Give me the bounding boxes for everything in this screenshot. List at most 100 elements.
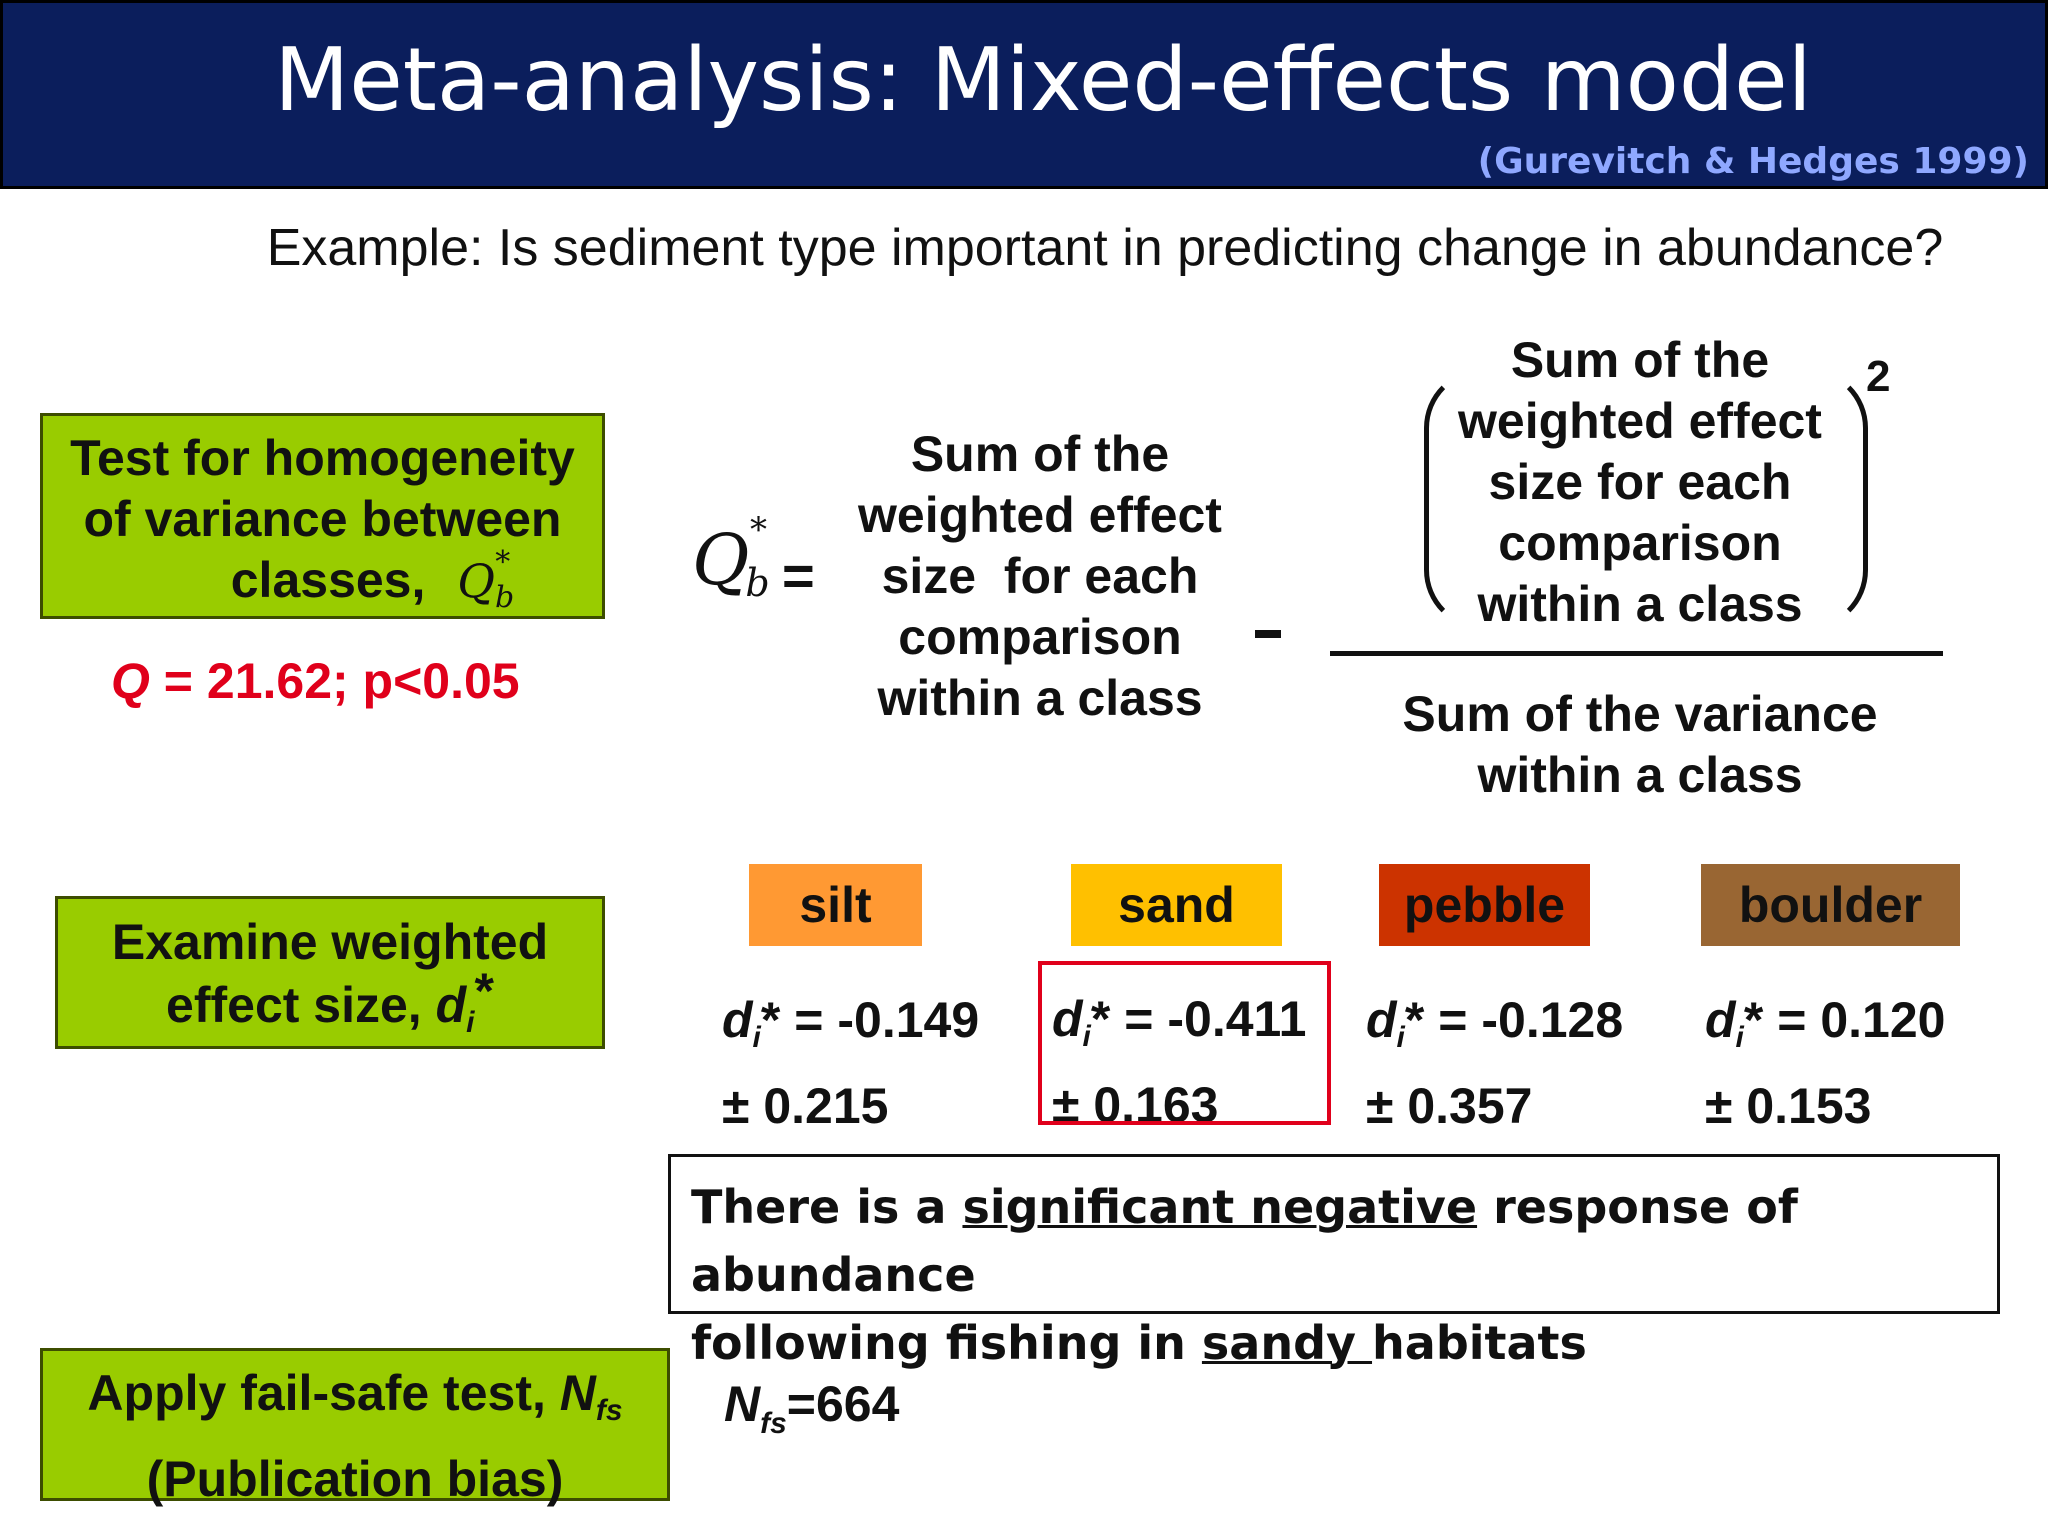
nfs-result-sub: fs	[760, 1407, 787, 1440]
fail-safe-line-1-text: Apply fail-safe test,	[87, 1365, 560, 1421]
qb-symbol-main: Q	[457, 554, 496, 608]
effect-size-box: Examine weighted effect size, di*	[55, 896, 605, 1049]
category-sand: sand	[1071, 864, 1282, 946]
q-statistic-value: = 21.62; p<0.05	[149, 653, 520, 709]
equation-lhs-main: Q	[692, 519, 750, 601]
stat-symbol-main: d	[722, 992, 753, 1048]
equation-lhs: Qb *	[692, 513, 770, 605]
stat-value: di* = -0.411	[1052, 985, 1306, 1071]
numerator-line: size for each	[1488, 454, 1792, 510]
conclusion-line-1: There is a significant negative response…	[691, 1173, 1997, 1309]
di-symbol-main: d	[435, 977, 467, 1033]
stat-symbol-main: d	[1366, 992, 1397, 1048]
conclusion-line-2: following fishing in sandy habitats	[691, 1309, 1997, 1377]
stat-symbol-sub: i	[752, 1021, 761, 1054]
stat-value-text: = -0.149	[794, 992, 980, 1048]
conclusion-box: There is a significant negative response…	[668, 1154, 2000, 1370]
stat-symbol-sup: *	[760, 992, 781, 1048]
nfs-symbol-main: N	[559, 1365, 596, 1421]
category-label: sand	[1118, 877, 1235, 933]
effect-size-line-2-text: effect size,	[166, 977, 436, 1033]
stat-value-text: = -0.411	[1124, 991, 1307, 1047]
conclusion-text: response of abundance	[691, 1180, 1798, 1302]
stat-symbol-sub: i	[1396, 1021, 1405, 1054]
equation-lhs-sub: b	[745, 561, 770, 605]
left-term-line: weighted effect	[858, 487, 1222, 543]
conclusion-text: habitats	[1372, 1316, 1587, 1370]
numerator-line: Sum of the	[1510, 332, 1770, 388]
citation: (Gurevitch & Hedges 1999)	[1477, 141, 2029, 182]
category-boulder: boulder	[1701, 864, 1960, 946]
conclusion-text: following fishing in	[691, 1316, 1202, 1370]
effect-size-line-2: effect size, di*	[58, 963, 602, 1054]
equation-lhs-sup: *	[750, 510, 767, 550]
nfs-result-main: N	[724, 1376, 761, 1432]
numerator-line: within a class	[1477, 576, 1803, 632]
stat-value: di* = -0.149	[722, 986, 979, 1072]
nfs-result-value: =664	[786, 1376, 900, 1432]
category-label: silt	[799, 877, 872, 933]
stat-symbol-main: d	[1052, 991, 1083, 1047]
equation-denominator: Sum of the variance within a class	[1345, 684, 1935, 806]
minus-sign	[1255, 630, 1281, 638]
sand-highlight-box	[1038, 961, 1331, 1125]
di-symbol-sup: *	[474, 963, 494, 1019]
fail-safe-line-1: Apply fail-safe test, Nfs	[43, 1359, 667, 1445]
homogeneity-line-3-text: classes,	[230, 552, 426, 608]
nfs-symbol-sub: fs	[595, 1394, 623, 1427]
homogeneity-test-box: Test for homogeneity of variance between…	[40, 413, 605, 619]
stat-boulder: di* = 0.120 ± 0.153	[1705, 986, 1945, 1141]
left-parenthesis	[1424, 368, 1484, 630]
slide-title: Meta-analysis: Mixed-effects model	[274, 29, 1812, 131]
stat-symbol-sub: i	[1735, 1021, 1744, 1054]
stat-silt: di* = -0.149 ± 0.215	[722, 986, 979, 1141]
homogeneity-line-2: of variance between	[83, 491, 562, 547]
left-term-line: Sum of the	[910, 426, 1170, 482]
qb-symbol-sub: b	[495, 580, 515, 615]
left-term-line: within a class	[877, 670, 1203, 726]
nfs-result: Nfs=664	[724, 1379, 899, 1439]
squared-exponent: 2	[1866, 352, 1891, 401]
stat-symbol-main: d	[1705, 992, 1736, 1048]
homogeneity-line-1: Test for homogeneity	[70, 430, 575, 486]
right-parenthesis	[1808, 368, 1868, 630]
homogeneity-line-3: classes, Qb *	[43, 545, 602, 628]
category-silt: silt	[749, 864, 922, 946]
effect-size-line-1: Examine weighted	[111, 914, 549, 970]
equation-numerator: Sum of the weighted effect size for each…	[1425, 330, 1855, 635]
fail-safe-box: Apply fail-safe test, Nfs (Publication b…	[40, 1348, 670, 1507]
q-letter: Q	[111, 653, 150, 709]
left-term-line: size for each	[881, 548, 1199, 604]
category-pebble: pebble	[1379, 864, 1590, 946]
denominator-line: Sum of the variance	[1402, 686, 1878, 742]
q-statistic: Q = 21.62; p<0.05	[111, 656, 520, 706]
conclusion-emphasis: significant negative	[962, 1180, 1478, 1234]
fail-safe-line-2: (Publication bias)	[146, 1451, 564, 1507]
stat-value-text: = -0.128	[1438, 992, 1624, 1048]
stat-symbol-sub: i	[1082, 1020, 1091, 1053]
stat-value-text: = 0.120	[1777, 992, 1946, 1048]
di-symbol-sub: i	[466, 1006, 475, 1039]
slide-subtitle: Example: Is sediment type important in p…	[266, 219, 1944, 277]
stat-symbol-sup: *	[1404, 992, 1425, 1048]
stat-value: di* = 0.120	[1705, 986, 1945, 1072]
qb-symbol-sup: *	[495, 545, 511, 580]
stat-symbol-sup: *	[1090, 991, 1111, 1047]
category-label: boulder	[1738, 877, 1923, 933]
conclusion-emphasis: sandy	[1201, 1316, 1373, 1370]
category-label: pebble	[1403, 877, 1566, 933]
numerator-line: comparison	[1498, 515, 1782, 571]
equation-equals: =	[782, 544, 815, 607]
denominator-line: within a class	[1477, 747, 1803, 803]
left-term-line: comparison	[898, 609, 1182, 665]
numerator-line: weighted effect	[1458, 393, 1822, 449]
equation-left-term: Sum of the weighted effect size for each…	[830, 424, 1250, 729]
stat-value: di* = -0.128	[1366, 986, 1623, 1072]
stat-symbol-sup: *	[1743, 992, 1764, 1048]
title-bar: Meta-analysis: Mixed-effects model (Gure…	[0, 0, 2048, 189]
qb-symbol: Qb *	[457, 545, 514, 615]
stat-pebble: di* = -0.128 ± 0.357	[1366, 986, 1623, 1141]
stat-se: ± 0.357	[1366, 1078, 1533, 1134]
conclusion-text: There is a	[691, 1180, 963, 1234]
